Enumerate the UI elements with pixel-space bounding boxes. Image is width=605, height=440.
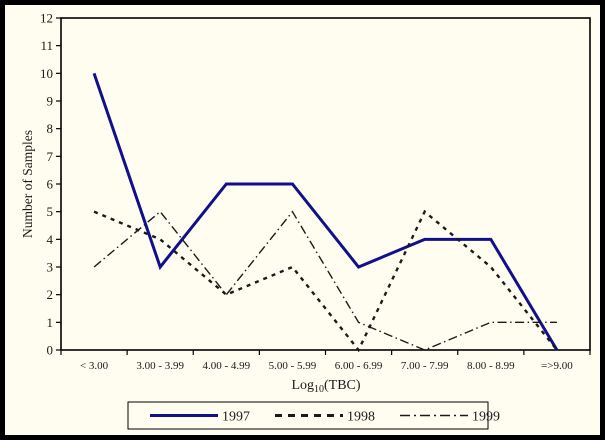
legend-label-1999: 1999 [472, 410, 500, 425]
y-tick-label: 8 [47, 121, 54, 136]
x-category-label: 5.00 - 5.99 [269, 360, 317, 372]
legend: 1997 1998 1999 [127, 401, 500, 430]
y-tick-label: 11 [40, 38, 53, 53]
legend-item-1997: 1997 [150, 410, 250, 425]
y-tick-label: 10 [40, 66, 53, 81]
legend-item-1998: 1998 [275, 410, 375, 425]
x-category-label: 6.00 - 6.99 [335, 360, 383, 372]
legend-label-1998: 1998 [347, 410, 375, 425]
legend-item-1999: 1999 [400, 410, 500, 425]
x-category-label: < 3.00 [80, 360, 109, 372]
y-tick-label: 6 [47, 177, 54, 192]
line-chart: Number of Samples Log10(TBC) 01234567891… [20, 11, 591, 430]
series-line-1999 [93, 210, 557, 351]
x-category-label: 8.00 - 8.99 [467, 360, 515, 372]
y-tick-label: 0 [47, 343, 54, 358]
y-tick-label: 2 [47, 287, 54, 302]
x-axis-title: Log10(TBC) [291, 378, 360, 395]
y-tick-label: 7 [47, 149, 54, 164]
y-tick-label: 3 [47, 260, 54, 275]
x-category-label: =>9.00 [541, 360, 573, 372]
y-tick-label: 9 [47, 94, 54, 109]
y-tick-label: 1 [47, 315, 54, 330]
x-category-label: 3.00 - 3.99 [136, 360, 184, 372]
legend-label-1997: 1997 [222, 410, 250, 425]
y-axis-title: Number of Samples [20, 130, 35, 238]
x-category-label: 7.00 - 7.99 [401, 360, 449, 372]
y-tick-label: 12 [40, 11, 53, 26]
series-line-1997 [92, 72, 559, 351]
x-category-label: 4.00 - 4.99 [202, 360, 250, 372]
series-line-1998 [93, 209, 558, 353]
plot-border [60, 17, 591, 351]
y-tick-label: 4 [47, 232, 54, 247]
y-tick-label: 5 [47, 204, 54, 219]
